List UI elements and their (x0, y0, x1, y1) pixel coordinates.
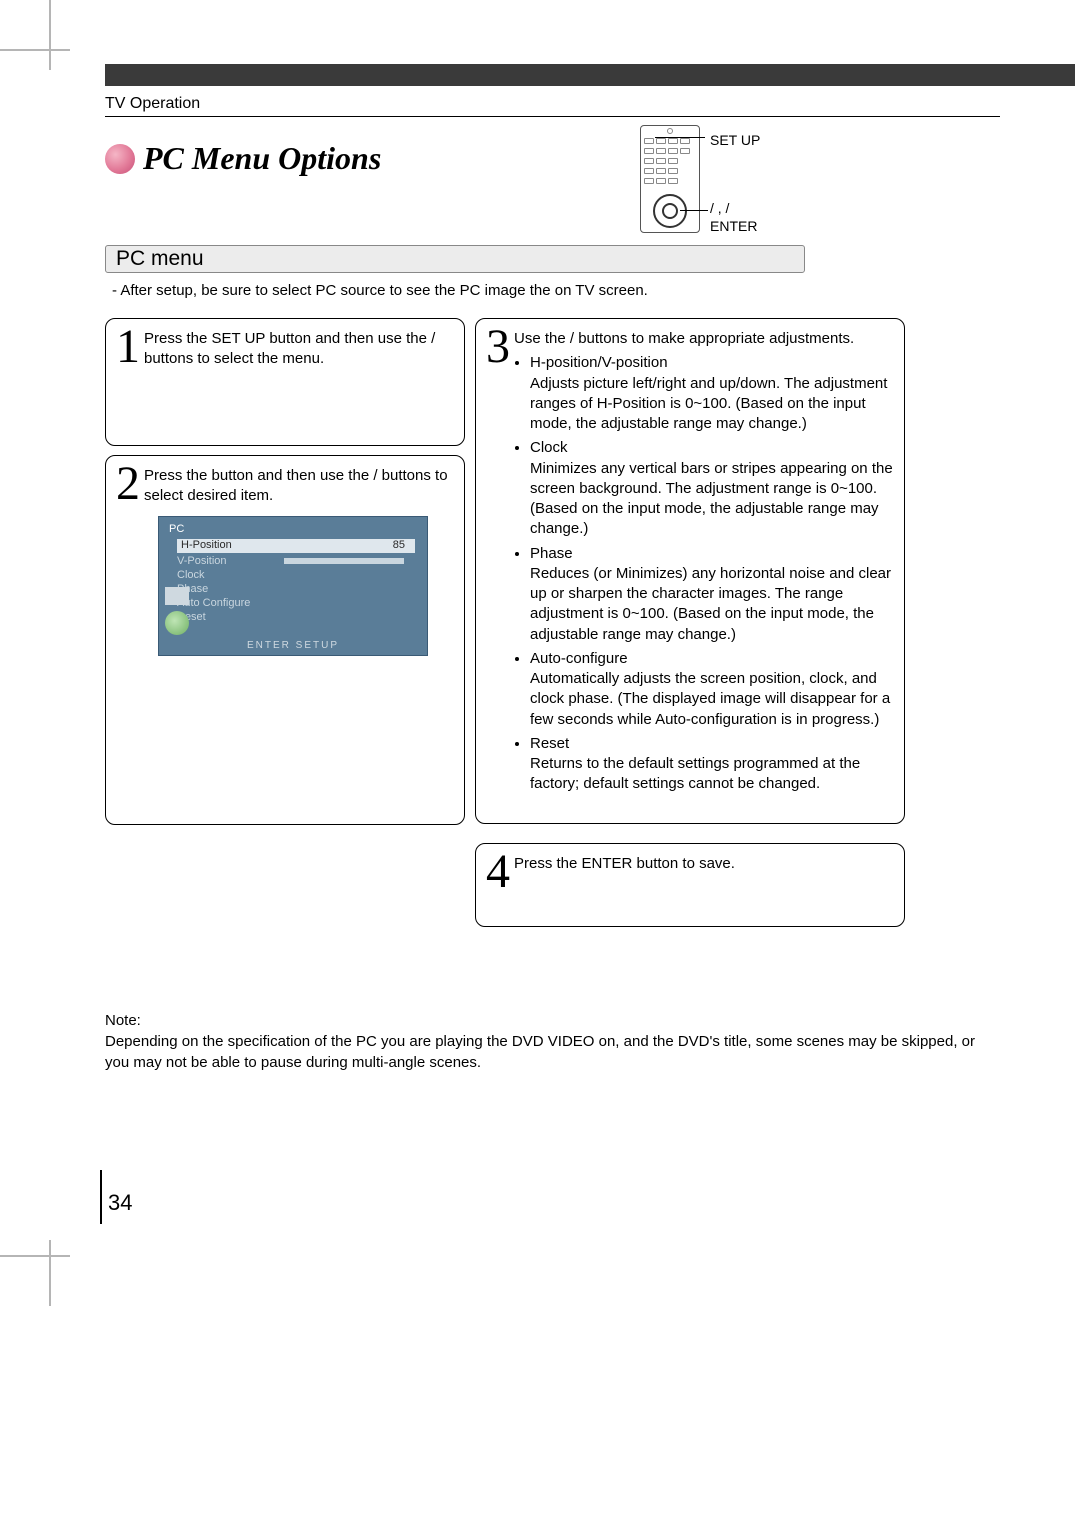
osd-side-icon (165, 587, 189, 605)
breadcrumb: TV Operation (105, 95, 200, 113)
remote-diagram (640, 125, 700, 233)
step-number: 3 (486, 327, 510, 367)
osd-row: V-Position (177, 555, 227, 567)
crop-mark (0, 49, 70, 51)
page-title: PC Menu Options (105, 140, 381, 177)
list-item: H-position/V-position Adjusts picture le… (530, 353, 894, 434)
step-3-box: 3 Use the / buttons to make appropriate … (475, 318, 905, 824)
item-name: Clock (530, 439, 568, 456)
note-label: Note: (105, 1010, 985, 1031)
osd-row-label: V-Position (177, 555, 227, 567)
note-body: Depending on the specification of the PC… (105, 1031, 985, 1073)
item-body: Reduces (or Minimizes) any horizontal no… (530, 564, 894, 645)
list-item: Reset Returns to the default settings pr… (530, 734, 894, 795)
osd-globe-icon (165, 611, 189, 635)
step-1-text: Press the SET UP button and then use the… (144, 329, 454, 370)
step-3-list: H-position/V-position Adjusts picture le… (514, 353, 894, 794)
intro-text: - After setup, be sure to select PC sour… (112, 282, 648, 299)
callout-line (655, 137, 705, 138)
list-item: Auto-configure Automatically adjusts the… (530, 649, 894, 730)
callout-line (680, 210, 708, 211)
item-name: Phase (530, 545, 573, 562)
note-block: Note: Depending on the specification of … (105, 1010, 985, 1073)
step-number: 1 (116, 327, 140, 367)
step-number: 2 (116, 464, 140, 504)
page: TV Operation PC Menu Options SET UP / , … (0, 0, 1080, 1525)
page-number: 34 (108, 1190, 132, 1216)
remote-label-arrows: / , / (710, 200, 729, 216)
item-body: Returns to the default settings programm… (530, 754, 894, 795)
header-bar (105, 64, 1075, 86)
step-2-text: Press the button and then use the / butt… (144, 466, 454, 507)
list-item: Phase Reduces (or Minimizes) any horizon… (530, 544, 894, 645)
section-heading: PC menu (105, 245, 805, 273)
osd-row: Clock (177, 569, 205, 581)
horizontal-rule (105, 116, 1000, 117)
remote-label-setup: SET UP (710, 132, 760, 148)
step-4-box: 4 Press the ENTER button to save. (475, 843, 905, 927)
page-number-rule (100, 1170, 102, 1224)
item-body: Automatically adjusts the screen positio… (530, 669, 894, 730)
crop-mark (49, 0, 51, 70)
crop-mark (0, 1255, 70, 1257)
step-2-box: 2 Press the button and then use the / bu… (105, 455, 465, 825)
remote-body-icon (640, 125, 700, 233)
osd-screenshot: PC H-Position 85 V-Position Clock Phase … (158, 516, 428, 656)
step-number: 4 (486, 852, 510, 892)
item-body: Minimizes any vertical bars or stripes a… (530, 459, 894, 540)
osd-row-value: 85 (393, 539, 405, 551)
crop-mark (49, 1240, 51, 1306)
item-name: Auto-configure (530, 650, 628, 667)
title-text: PC Menu Options (143, 140, 381, 177)
title-bullet-icon (105, 144, 135, 174)
list-item: Clock Minimizes any vertical bars or str… (530, 438, 894, 539)
osd-row-selected: H-Position 85 (177, 539, 415, 553)
item-name: H-position/V-position (530, 354, 668, 371)
step-3-lead: Use the / buttons to make appropriate ad… (514, 329, 894, 349)
step-1-box: 1 Press the SET UP button and then use t… (105, 318, 465, 446)
step-4-text: Press the ENTER button to save. (514, 854, 894, 874)
osd-row-label: H-Position (181, 539, 232, 551)
osd-slider (284, 558, 404, 564)
remote-dpad-icon (653, 194, 687, 228)
step-3-body: Use the / buttons to make appropriate ad… (514, 329, 894, 795)
remote-label-enter: ENTER (710, 218, 757, 234)
item-name: Reset (530, 735, 569, 752)
item-body: Adjusts picture left/right and up/down. … (530, 374, 894, 435)
osd-title: PC (169, 523, 184, 535)
osd-footer: ENTER SETUP (159, 640, 427, 651)
